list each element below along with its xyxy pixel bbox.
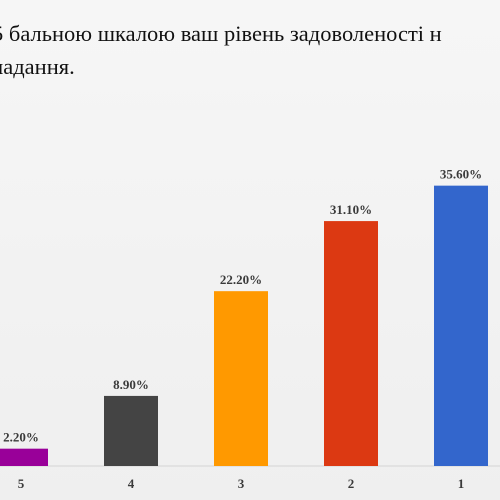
bar-1	[434, 185, 488, 466]
question-title: 5 бальною шкалою ваш рівень задоволеност…	[0, 18, 500, 83]
data-label-4: 8.90%	[113, 377, 149, 392]
question-title-line-2: ладання.	[0, 53, 75, 79]
question-title-line-1: 5 бальною шкалою ваш рівень задоволеност…	[0, 21, 442, 46]
data-label-2: 31.10%	[330, 202, 372, 217]
bar-5	[0, 448, 48, 466]
x-tick-label-5: 5	[18, 476, 25, 491]
x-tick-label-3: 3	[238, 476, 245, 491]
bar-2	[324, 221, 378, 466]
data-label-3: 22.20%	[220, 272, 262, 287]
data-label-1: 35.60%	[440, 167, 482, 182]
data-label-5: 2.20%	[3, 430, 39, 445]
bar-4	[104, 395, 158, 466]
x-tick-label-1: 1	[458, 476, 465, 491]
bar-3	[214, 291, 268, 466]
x-tick-label-4: 4	[128, 476, 135, 491]
x-tick-label-2: 2	[348, 476, 355, 491]
